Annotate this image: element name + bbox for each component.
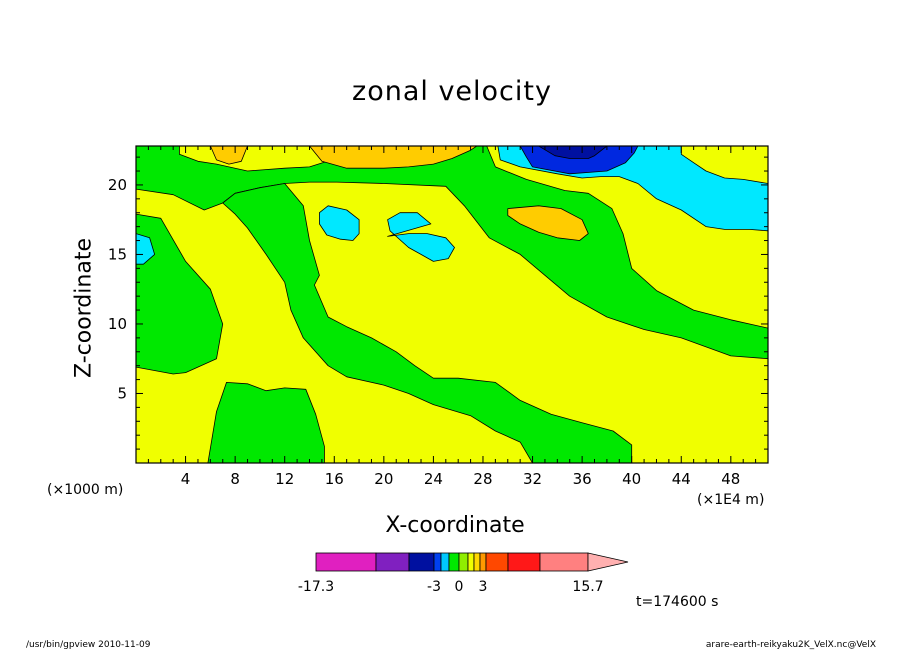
colorbar-segment bbox=[507, 552, 541, 572]
plot-area bbox=[136, 146, 768, 463]
x-tick-label: 12 bbox=[275, 470, 294, 488]
contour-region-3 bbox=[222, 183, 633, 463]
x-tick-label: 44 bbox=[672, 470, 691, 488]
x-tick-label: 28 bbox=[473, 470, 492, 488]
time-label: t=174600 s bbox=[636, 594, 719, 610]
colorbar-label: 3 bbox=[479, 579, 488, 595]
contour-region-7 bbox=[387, 212, 455, 262]
x-tick-label: 20 bbox=[374, 470, 393, 488]
contour-region-5 bbox=[136, 233, 156, 265]
plot-frame bbox=[135, 145, 769, 464]
x-axis-unit-right: (×1E4 m) bbox=[697, 492, 765, 508]
colorbar-segment bbox=[440, 552, 450, 572]
y-tick-label: 15 bbox=[108, 245, 127, 263]
x-axis: 4 8 12 16 20 24 28 32 36 40 44 48 bbox=[135, 146, 769, 488]
colorbar-segment bbox=[479, 552, 487, 572]
contour-region-13 bbox=[209, 146, 248, 165]
x-tick-label: 8 bbox=[230, 470, 240, 488]
x-tick-label: 16 bbox=[325, 470, 344, 488]
colorbar-label: -17.3 bbox=[298, 579, 334, 595]
y-axis: 5 10 15 20 bbox=[108, 156, 768, 450]
colorbar-segment bbox=[473, 552, 481, 572]
colorbar-segment bbox=[448, 552, 460, 572]
colorbar-segment bbox=[485, 552, 509, 572]
colorbar-segment bbox=[467, 552, 475, 572]
y-tick-label: 10 bbox=[108, 315, 127, 333]
colorbar: -17.3 -3 0 3 15.7 bbox=[298, 552, 629, 595]
contour-region-1 bbox=[136, 146, 768, 360]
x-tick-label: 24 bbox=[424, 470, 443, 488]
x-axis-unit-left: (×1000 m) bbox=[47, 482, 124, 498]
chart-title: zonal velocity bbox=[352, 76, 552, 107]
footer-program-date: /usr/bin/gpview 2010-11-09 bbox=[26, 640, 151, 650]
contour-region-2 bbox=[136, 213, 224, 375]
x-tick-label: 32 bbox=[523, 470, 542, 488]
contour-region-12 bbox=[309, 146, 478, 169]
contour-region-4 bbox=[207, 381, 325, 463]
colorbar-segment bbox=[408, 552, 435, 572]
x-axis-label: X-coordinate bbox=[385, 513, 525, 538]
y-tick-label: 20 bbox=[108, 176, 127, 194]
footer-file-variable: arare-earth-reikyaku2K_VelX.nc@VelX bbox=[705, 640, 876, 650]
x-tick-label: 4 bbox=[181, 470, 191, 488]
contour-region-6 bbox=[318, 205, 360, 241]
colorbar-label: -3 bbox=[427, 579, 441, 595]
colorbar-arrow bbox=[587, 552, 629, 572]
colorbar-segment bbox=[539, 552, 589, 572]
colorbar-label: 15.7 bbox=[572, 579, 603, 595]
colorbar-segment bbox=[375, 552, 410, 572]
contour-region-10 bbox=[538, 146, 608, 159]
colorbar-segment bbox=[458, 552, 469, 572]
x-tick-label: 36 bbox=[573, 470, 592, 488]
colorbar-segment bbox=[433, 552, 442, 572]
y-axis-label: Z-coordinate bbox=[71, 238, 97, 378]
y-tick-label: 5 bbox=[117, 384, 127, 402]
colorbar-segment bbox=[315, 552, 377, 572]
x-tick-label: 40 bbox=[622, 470, 641, 488]
colorbar-label: 0 bbox=[455, 579, 464, 595]
x-tick-label: 48 bbox=[721, 470, 740, 488]
contour-region-11 bbox=[507, 205, 589, 241]
